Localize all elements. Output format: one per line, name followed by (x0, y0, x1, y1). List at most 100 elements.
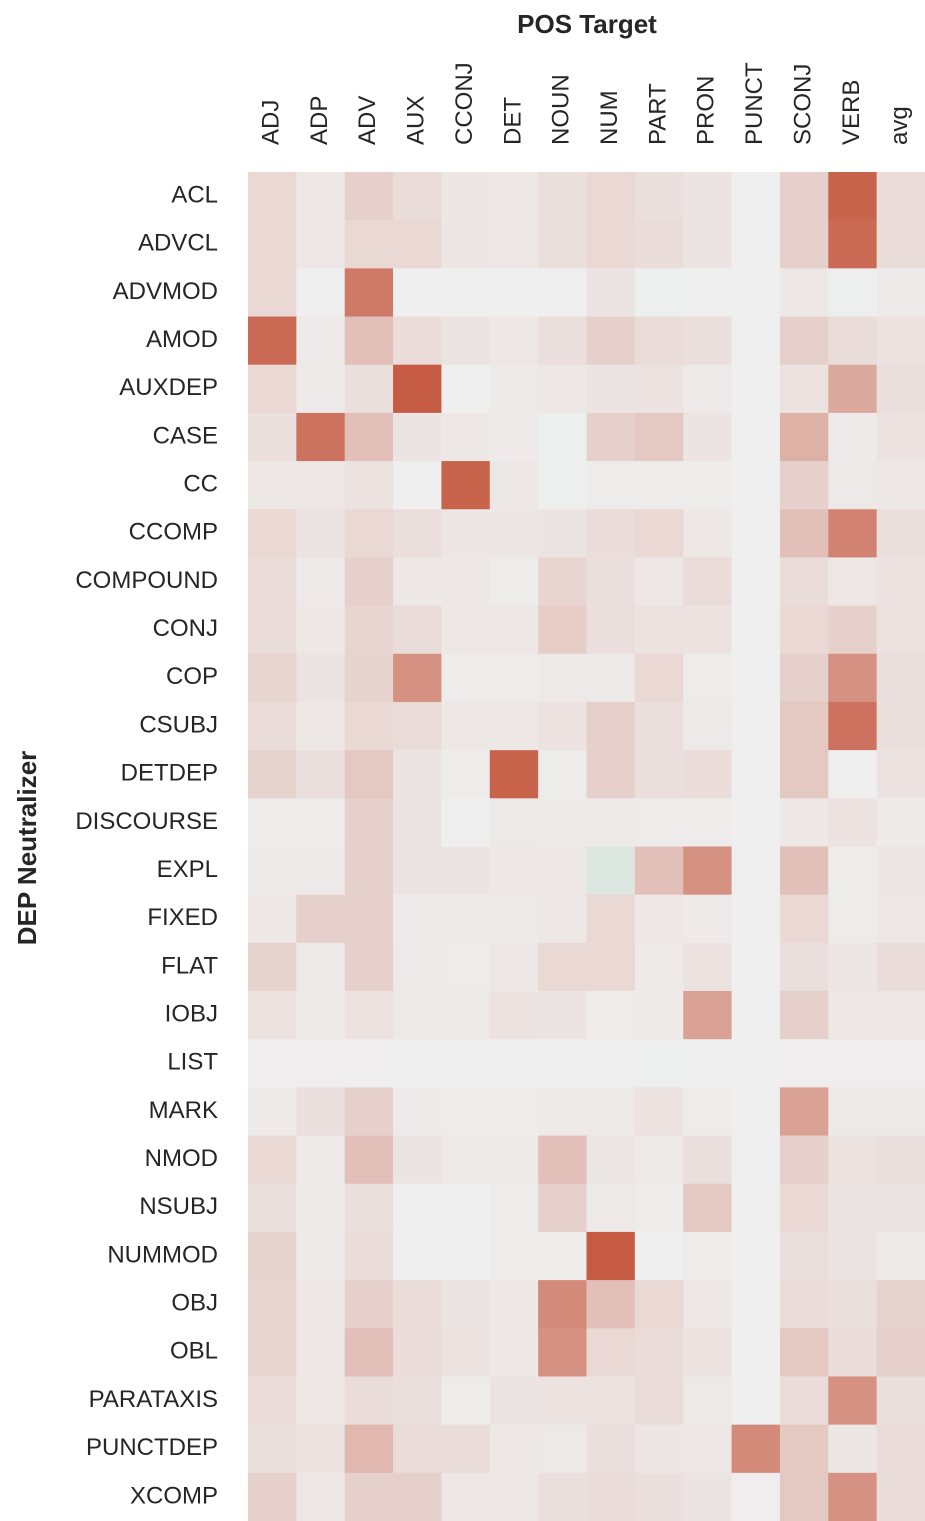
cell (296, 509, 346, 558)
cell (393, 1039, 442, 1088)
cell (779, 1231, 829, 1281)
cell (683, 991, 733, 1040)
cell (828, 1135, 878, 1185)
cell (634, 172, 684, 221)
cell (586, 605, 636, 655)
cell (683, 894, 733, 944)
cell (538, 1087, 587, 1137)
cell (731, 605, 781, 655)
y-tick-label: NUMMOD (107, 1241, 218, 1268)
cell (634, 557, 684, 607)
cell (248, 557, 297, 607)
cell (489, 605, 539, 655)
cell (296, 846, 346, 896)
cell (634, 991, 684, 1040)
cell (248, 991, 297, 1040)
cell (393, 1472, 442, 1521)
cell (876, 1472, 925, 1521)
cell (828, 316, 878, 366)
cell (634, 1280, 684, 1329)
cell (876, 1087, 925, 1137)
y-tick-label: AMOD (146, 326, 218, 353)
cell (779, 172, 829, 221)
cell (296, 942, 346, 992)
cell (731, 653, 781, 703)
cell (828, 1328, 878, 1377)
cell (296, 1039, 346, 1088)
cell (779, 701, 829, 751)
cell (538, 1135, 587, 1185)
cell (731, 1472, 781, 1521)
cell (779, 1183, 829, 1233)
cell (538, 1039, 587, 1088)
cell (489, 557, 539, 607)
cell (779, 1472, 829, 1521)
cell (634, 1039, 684, 1088)
cell (393, 798, 442, 847)
cell (876, 557, 925, 607)
cell (296, 1472, 346, 1521)
cell (828, 461, 878, 510)
cell (828, 1087, 878, 1137)
cell (538, 364, 587, 414)
cell (876, 268, 925, 318)
y-tick-label: CC (183, 471, 218, 498)
cell (876, 1424, 925, 1474)
cell (296, 364, 346, 414)
cell (634, 1424, 684, 1474)
cell (779, 1039, 829, 1088)
cell (683, 220, 733, 269)
cell (634, 1472, 684, 1521)
cell (344, 1472, 394, 1521)
cell (586, 894, 636, 944)
cell (248, 1087, 297, 1137)
cell (538, 605, 587, 655)
cell (538, 1231, 587, 1281)
x-tick-label: VERB (838, 80, 865, 145)
cell (683, 846, 733, 896)
cell (538, 894, 587, 944)
cell (586, 1087, 636, 1137)
cell (248, 364, 297, 414)
cell (344, 412, 394, 462)
cell (441, 220, 491, 269)
cell (296, 1328, 346, 1377)
cell (828, 557, 878, 607)
cell (538, 798, 587, 847)
cell (634, 461, 684, 510)
cell (634, 653, 684, 703)
cell (441, 1472, 491, 1521)
cell (393, 1087, 442, 1137)
cell (248, 1231, 297, 1281)
cell (489, 1135, 539, 1185)
y-tick-label: ADVCL (138, 230, 218, 257)
cell (296, 894, 346, 944)
cell (489, 1039, 539, 1088)
cell (876, 172, 925, 221)
y-tick-label: EXPL (157, 856, 218, 883)
cell (344, 461, 394, 510)
cell (393, 1183, 442, 1233)
cell (538, 1280, 587, 1329)
cell (634, 1376, 684, 1426)
x-tick-label: avg (886, 106, 913, 145)
cell (731, 894, 781, 944)
y-tick-label: LIST (167, 1049, 218, 1076)
cell (876, 750, 925, 799)
cell (876, 1039, 925, 1088)
x-tick-label: ADP (306, 96, 333, 145)
cell (586, 1328, 636, 1377)
cell (248, 220, 297, 269)
y-tick-label: PUNCTDEP (86, 1434, 218, 1461)
cell (489, 1376, 539, 1426)
cell (248, 268, 297, 318)
cell (586, 268, 636, 318)
y-tick-label: IOBJ (165, 1000, 218, 1027)
cell (538, 557, 587, 607)
cell (828, 1472, 878, 1521)
cell (296, 991, 346, 1040)
cell (876, 1328, 925, 1377)
cell (248, 1039, 297, 1088)
cell (393, 942, 442, 992)
cell (779, 220, 829, 269)
